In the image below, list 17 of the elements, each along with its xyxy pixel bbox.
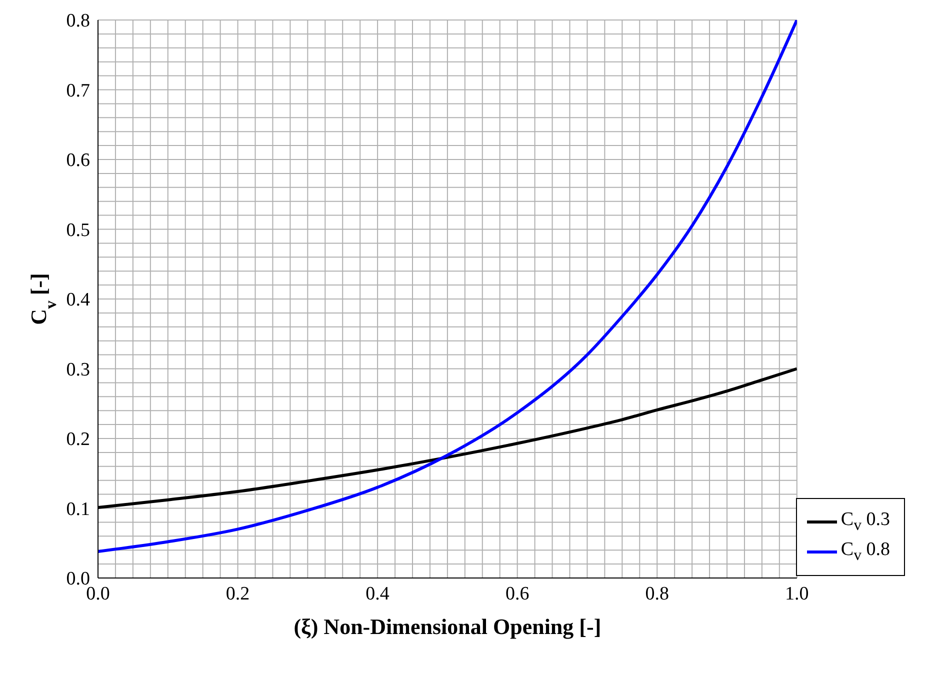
- legend-label: C$_{v}$ 0.3: [840, 509, 890, 536]
- y-tick-label: 0.8: [66, 10, 90, 32]
- y-tick-label: 0.3: [66, 359, 90, 380]
- y-tick-label: 0.4: [66, 290, 90, 311]
- legend-label: C$_{v}$ 0.8: [840, 539, 890, 565]
- x-tick-label: 1.0: [785, 583, 809, 604]
- text: 0.0: [86, 583, 110, 604]
- x-axis-title: (ξ) Non-Dimensional Opening [-]: [294, 614, 602, 639]
- y-tick-label: 0.6: [66, 150, 90, 172]
- y-tick-label: 0.7: [66, 80, 90, 102]
- y-tick-label: 0.1: [66, 498, 90, 520]
- x-tick-label: 0.4: [366, 583, 390, 604]
- x-tick-label: 0.8: [645, 583, 669, 604]
- y-tick-label: 0.5: [66, 220, 90, 241]
- x-tick-label: 0.2: [226, 583, 250, 604]
- y-tick-label: 0.2: [66, 429, 90, 450]
- x-tick-label: 0.6: [505, 583, 530, 604]
